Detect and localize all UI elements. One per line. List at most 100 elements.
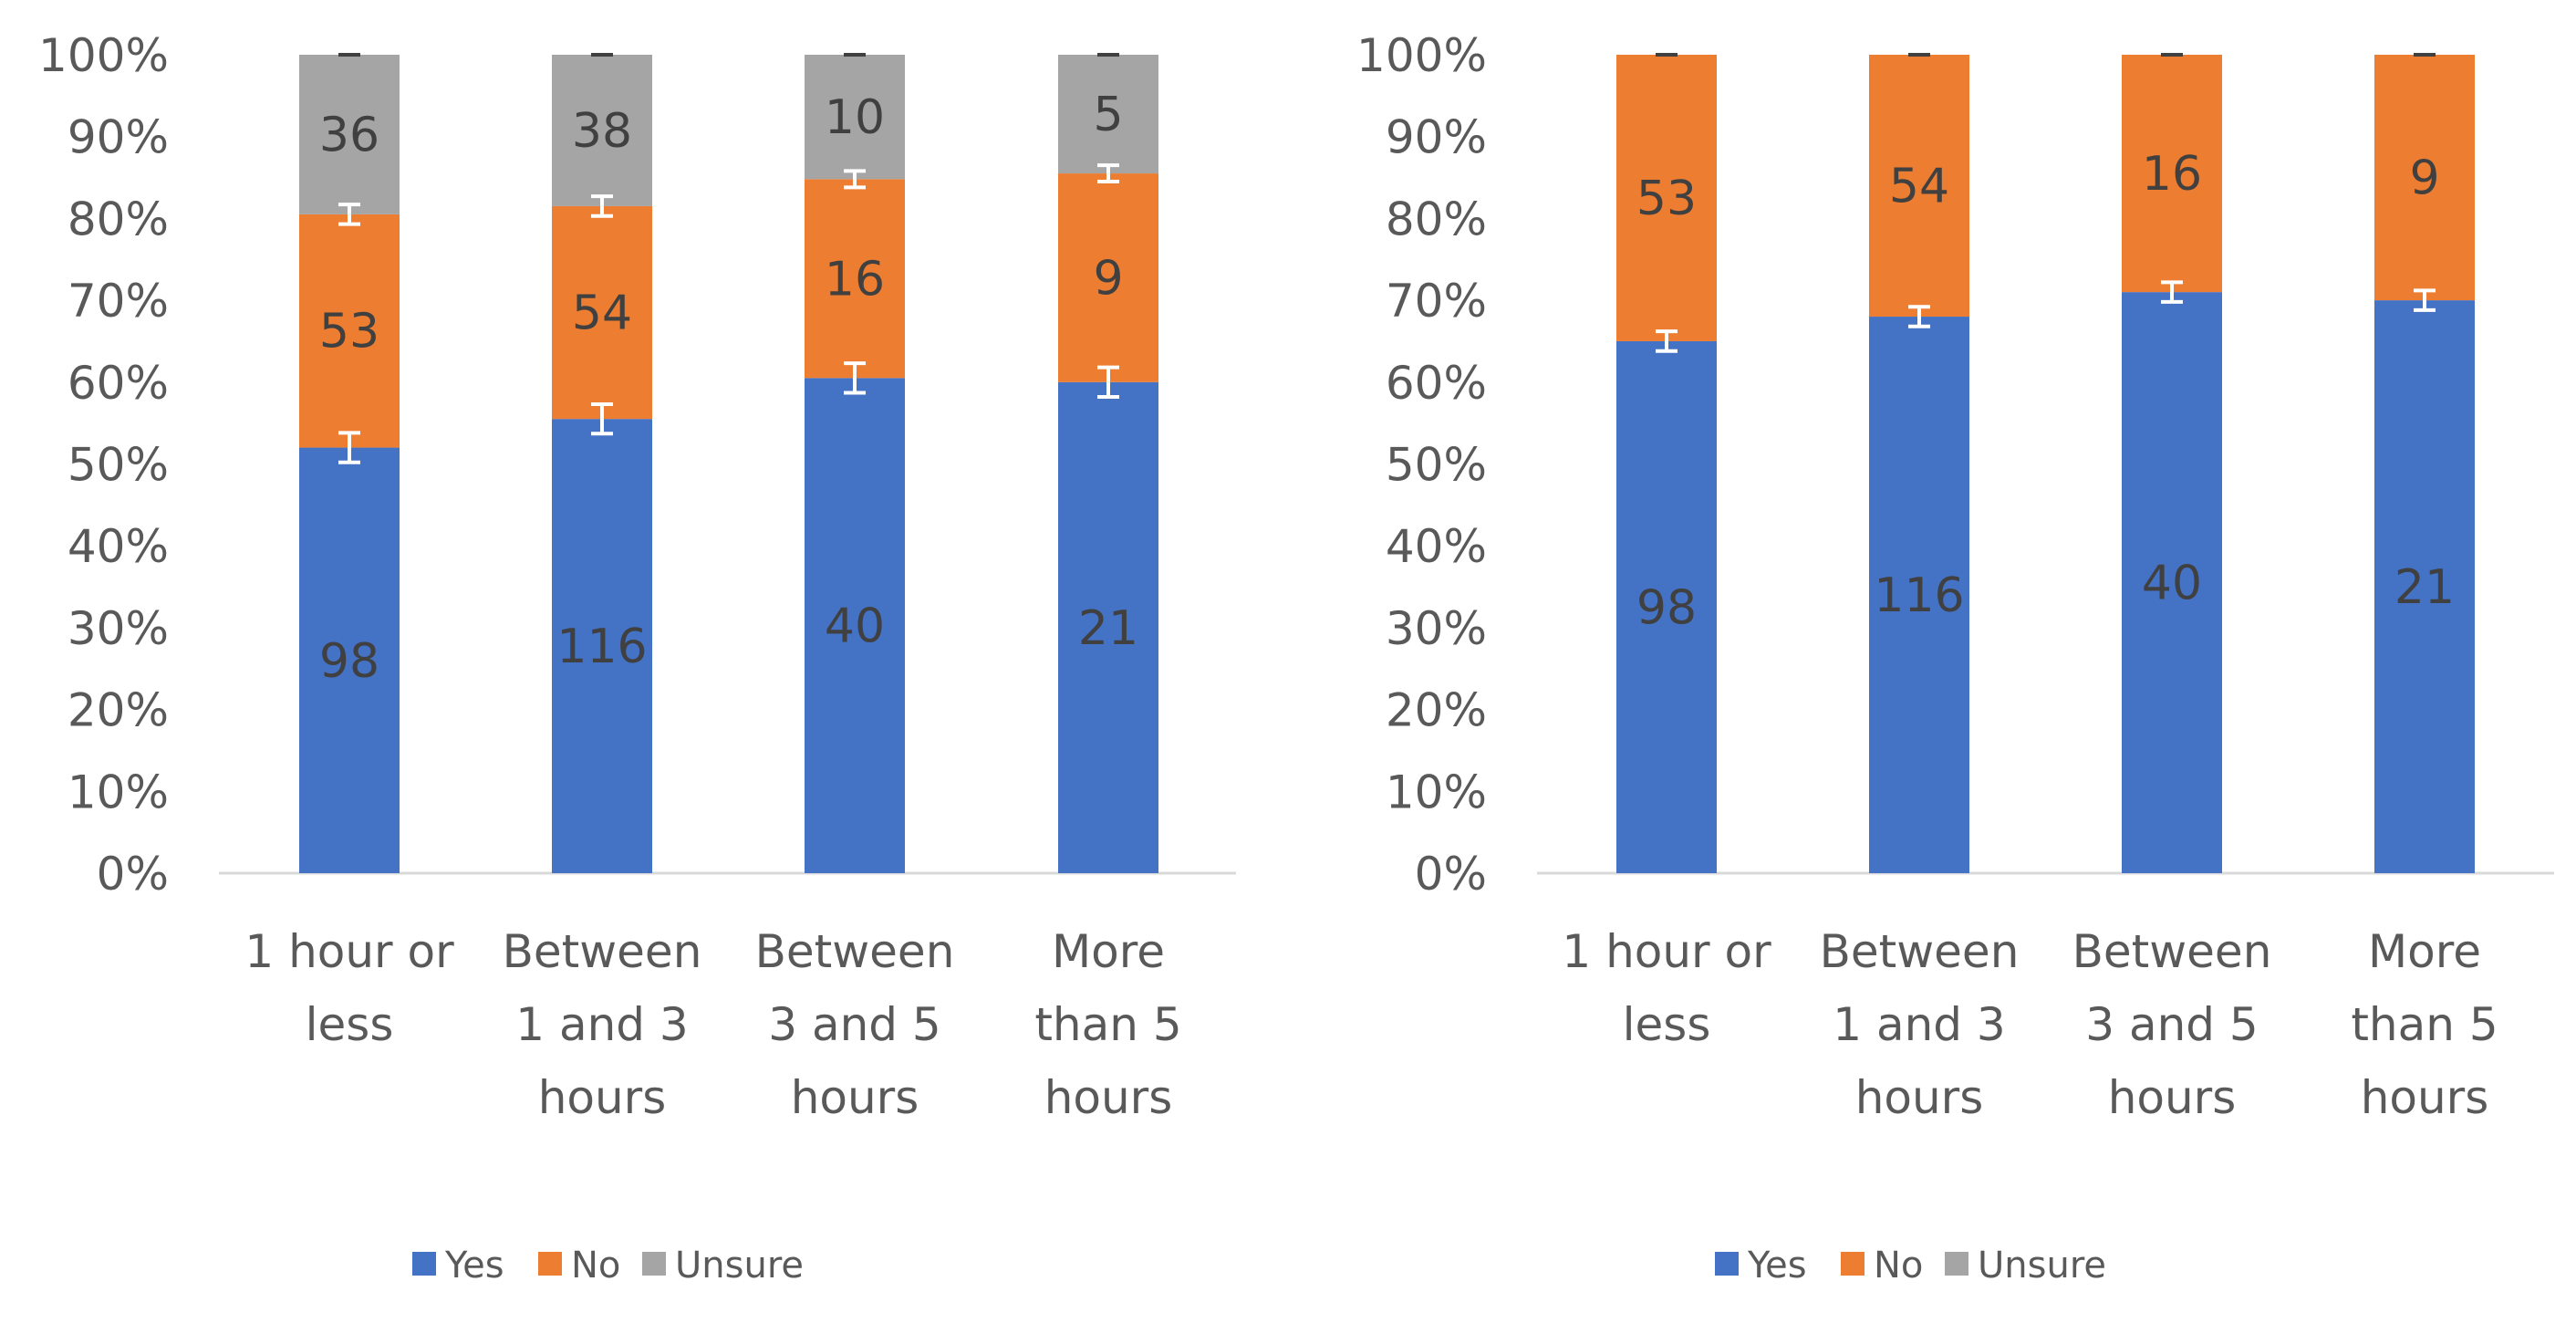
data-label-no: 53 (319, 305, 379, 359)
bar-yes (1058, 381, 1158, 873)
data-label-unsure: 5 (1093, 88, 1123, 142)
legend-label: Yes (444, 1245, 504, 1287)
x-tick-label: 3 and 5 (768, 998, 940, 1051)
legend-item-no: No (538, 1245, 620, 1287)
legend-item-no: No (1841, 1245, 1923, 1287)
error-bar (1097, 163, 1119, 184)
legend-label: No (571, 1245, 620, 1287)
bar-yes (805, 378, 905, 873)
y-tick-label: 0% (1415, 848, 1487, 901)
data-label-yes: 40 (825, 599, 885, 654)
data-label-yes: 116 (1874, 568, 1964, 623)
data-label-yes: 21 (2394, 560, 2455, 615)
y-tick-label: 90% (1386, 111, 1487, 164)
y-tick-label: 40% (68, 520, 169, 573)
error-bar (844, 361, 866, 395)
legend-label: Unsure (1978, 1245, 2106, 1287)
error-bar (338, 203, 360, 226)
data-label-unsure: 36 (319, 108, 379, 162)
error-bar (2414, 288, 2436, 312)
error-bar (1656, 329, 1678, 353)
x-tick-label: More (1052, 925, 1165, 978)
x-tick-label: More (2368, 925, 2481, 978)
error-bar (2161, 280, 2183, 304)
bar-unsure (1058, 55, 1158, 174)
x-tick-label: hours (2108, 1071, 2237, 1124)
legend-swatch (538, 1252, 562, 1276)
bar-yes (552, 419, 652, 873)
y-tick-label: 70% (1386, 275, 1487, 328)
x-tick-label: hours (2361, 1071, 2489, 1124)
bar-yes (2374, 300, 2475, 874)
y-tick-label: 20% (1386, 684, 1487, 737)
y-tick-label: 20% (68, 684, 169, 737)
bar-no (2374, 55, 2475, 301)
data-label-yes: 116 (556, 620, 647, 674)
x-tick-label: hours (1044, 1071, 1173, 1124)
legend-label: Yes (1747, 1245, 1807, 1287)
legend-label: Unsure (675, 1245, 804, 1287)
legend-item-yes: Yes (1715, 1245, 1807, 1287)
data-label-no: 9 (2409, 151, 2439, 206)
y-tick-label: 90% (68, 111, 169, 164)
error-bar (844, 169, 866, 190)
legend-item-unsure: Unsure (1945, 1245, 2106, 1287)
y-tick-label: 30% (68, 602, 169, 655)
legend-item-yes: Yes (412, 1245, 504, 1287)
y-tick-label: 100% (1356, 29, 1487, 82)
data-label-no: 53 (1636, 172, 1697, 226)
error-bar (1097, 365, 1119, 399)
bar-yes (1616, 340, 1717, 873)
x-tick-label: hours (1855, 1071, 1984, 1124)
bar-no (2122, 55, 2222, 293)
x-tick-label: hours (538, 1071, 667, 1124)
x-tick-label: than 5 (2351, 998, 2498, 1051)
data-label-no: 16 (2142, 147, 2202, 202)
bar-unsure (299, 55, 400, 214)
bar-no (1869, 55, 1969, 318)
bar-no (1058, 173, 1158, 382)
bar-no (805, 179, 905, 379)
y-tick-label: 10% (1386, 766, 1487, 818)
data-label-yes: 21 (1078, 601, 1138, 656)
bar-yes (1869, 317, 1969, 873)
x-tick-label: 1 and 3 (1833, 998, 2005, 1051)
x-tick-label: Between (1820, 925, 2020, 978)
x-tick-label: less (306, 998, 394, 1051)
bar-no (1616, 55, 1717, 341)
y-tick-label: 60% (1386, 357, 1487, 410)
y-tick-label: 70% (68, 275, 169, 328)
data-label-yes: 40 (2142, 557, 2202, 611)
data-label-no: 16 (825, 252, 885, 307)
x-tick-label: Between (755, 925, 955, 978)
y-tick-label: 40% (1386, 520, 1487, 573)
data-label-no: 9 (1093, 251, 1123, 306)
x-tick-label: 1 hour or (1562, 925, 1771, 978)
y-tick-label: 10% (68, 766, 169, 818)
x-tick-label: 1 hour or (244, 925, 454, 978)
y-tick-label: 80% (1386, 193, 1487, 245)
legend-swatch (1945, 1252, 1968, 1276)
x-tick-label: 1 and 3 (515, 998, 688, 1051)
y-tick-label: 30% (1386, 602, 1487, 655)
data-label-unsure: 38 (572, 104, 632, 159)
bar-unsure (552, 55, 652, 206)
error-bar (338, 431, 360, 464)
legend-label: No (1874, 1245, 1923, 1287)
error-bar (591, 402, 613, 436)
x-tick-label: Between (503, 925, 702, 978)
bar-no (552, 205, 652, 420)
data-label-unsure: 10 (825, 90, 885, 145)
x-tick-label: Between (2072, 925, 2272, 978)
legend-item-unsure: Unsure (642, 1245, 804, 1287)
legend-swatch (1841, 1252, 1864, 1276)
y-tick-label: 80% (68, 193, 169, 245)
legend-swatch (642, 1252, 666, 1276)
data-label-no: 54 (572, 286, 632, 341)
y-tick-label: 50% (68, 439, 169, 492)
legend-swatch (412, 1252, 436, 1276)
y-tick-label: 100% (38, 29, 169, 82)
x-tick-label: 3 and 5 (2085, 998, 2258, 1051)
error-bar (591, 194, 613, 218)
